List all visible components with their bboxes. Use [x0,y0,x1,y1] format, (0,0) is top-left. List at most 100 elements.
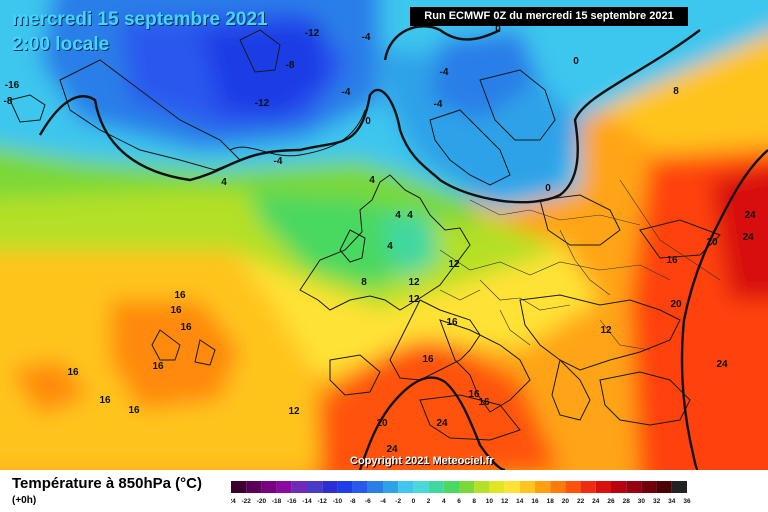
scale-tick-label: 0 [412,498,416,505]
isotherm-value-label: 8 [673,86,679,97]
isotherm-value-label: -4 [434,99,443,110]
isotherm-value-label: 20 [670,299,682,310]
scale-swatch [367,481,383,493]
scale-swatch [504,481,520,493]
isotherm-value-label: -4 [362,32,371,43]
zero-isotherm [38,29,701,204]
scale-tick-label: -16 [287,498,297,505]
temperature-field [0,0,768,470]
isotherm-value-label: 4 [369,175,375,186]
isotherm-value-label: 16 [128,405,140,416]
scale-tick-label: 26 [607,498,615,505]
minus-four-isotherm [229,109,366,157]
isotherm-value-label: 16 [666,255,678,266]
scale-swatch [595,481,611,493]
isotherm-value-label: 24 [716,359,728,370]
scale-swatch [352,481,368,493]
scale-tick-label: 20 [562,498,570,505]
scale-swatch [611,481,627,493]
scale-swatch [656,481,672,493]
isotherm-value-label: 12 [288,406,300,417]
scale-tick-label: -10 [333,498,343,505]
scale-swatch [428,481,444,493]
isotherm-value-label: 0 [495,24,501,35]
isotherm-value-label: -12 [305,28,320,39]
scale-tick-label: -24 [231,498,236,505]
forecast-offset: (+0h) [12,495,37,506]
scale-tick-label: 16 [531,498,539,505]
scale-tick-label: 8 [472,498,476,505]
map-time-title: 2:00 locale [12,34,110,55]
scale-tick-label: 22 [577,498,585,505]
isotherm-value-label: 16 [468,389,480,400]
copyright-label: Copyright 2021 Meteociel.fr [350,455,494,467]
scale-tick-label: -6 [365,498,371,505]
scale-swatch [443,481,459,493]
isotherm-value-label: 24 [386,444,398,455]
scale-tick-label: -18 [272,498,282,505]
isotherm-value-label: 4 [395,210,401,221]
scale-swatch [322,481,338,493]
color-scale: -24-22-20-18-16-14-12-10-8-6-4-202468101… [231,481,691,505]
scale-tick-label: 14 [516,498,524,505]
isotherm-value-label: 16 [174,290,186,301]
scale-swatch [489,481,505,493]
scale-tick-label: 12 [501,498,509,505]
isotherm-value-label: 16 [67,367,79,378]
scale-swatch [474,481,490,493]
isotherm-value-label: 20 [706,237,718,248]
twenty-isotherm-east [680,149,768,470]
legend-footer: Température à 850hPa (°C) (+0h) -24-22-2… [0,470,768,512]
scale-tick-label: -22 [241,498,251,505]
scale-tick-label: 34 [668,498,676,505]
scale-swatch [580,481,596,493]
isotherm-value-label: 8 [361,277,367,288]
scale-swatch [459,481,475,493]
scale-tick-label: 4 [442,498,446,505]
scale-swatch [231,481,247,493]
isotherm-value-label: 16 [422,354,434,365]
scale-swatch [246,481,262,493]
scale-tick-label: 30 [638,498,646,505]
scale-swatch [641,481,657,493]
scale-tick-label: 2 [427,498,431,505]
scale-swatch [398,481,414,493]
scale-swatch [261,481,277,493]
scale-swatch [276,481,292,493]
isotherm-value-label: -12 [255,98,270,109]
isotherm-value-label: -16 [5,80,20,91]
scale-tick-label: 36 [683,498,691,505]
isotherm-value-label: 4 [221,177,227,188]
scale-swatch [291,481,307,493]
scale-swatch [413,481,429,493]
isotherm-value-label: 12 [448,259,460,270]
scale-tick-label: 6 [457,498,461,505]
isotherm-value-label: 4 [407,210,413,221]
isotherm-value-label: 0 [365,116,371,127]
scale-tick-label: 10 [486,498,494,505]
isotherm-value-label: 4 [387,241,393,252]
zero-isotherm-north [383,25,501,61]
scale-tick-label: -4 [380,498,386,505]
isotherm-value-label: 16 [99,395,111,406]
isotherm-value-label: 16 [152,361,164,372]
twenty-isotherm-south [358,376,506,470]
isotherm-value-label: 24 [744,210,756,221]
isotherm-value-label: -8 [286,60,295,71]
scale-swatch [626,481,642,493]
isotherm-value-label: -4 [440,67,449,78]
isotherm-value-label: 12 [408,277,420,288]
isotherm-value-label: 24 [742,232,754,243]
isotherm-value-label: 20 [376,418,388,429]
scale-tick-label: 18 [547,498,555,505]
scale-swatch [671,481,687,493]
scale-swatch [307,481,323,493]
scale-swatch [550,481,566,493]
isotherm-value-label: -4 [342,87,351,98]
scale-swatch [535,481,551,493]
scale-swatch [337,481,353,493]
scale-tick-label: 32 [653,498,661,505]
